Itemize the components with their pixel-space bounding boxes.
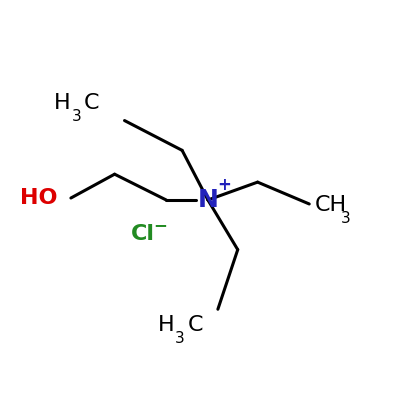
Text: C: C <box>84 93 100 113</box>
Text: 3: 3 <box>72 109 82 124</box>
Text: Cl: Cl <box>130 224 154 244</box>
Text: +: + <box>218 176 232 194</box>
Text: H: H <box>158 315 174 335</box>
Text: HO: HO <box>20 188 58 208</box>
Text: N: N <box>198 188 218 212</box>
Text: C: C <box>187 315 203 335</box>
Text: CH: CH <box>315 195 347 215</box>
Text: 3: 3 <box>175 331 185 346</box>
Text: 3: 3 <box>341 211 351 226</box>
Text: −: − <box>153 216 167 234</box>
Text: H: H <box>54 93 71 113</box>
